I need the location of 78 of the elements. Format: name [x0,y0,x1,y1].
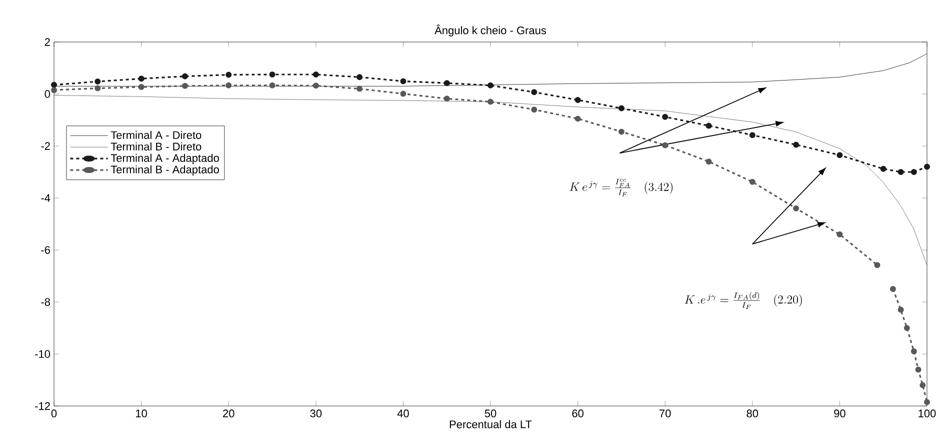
legend-label: Terminal B - Adaptado [110,165,219,176]
point [444,80,450,86]
point [662,114,668,120]
point [749,178,756,185]
point [312,82,319,89]
point [898,306,904,313]
x-tick-label: 90 [834,410,846,418]
point [910,168,917,175]
y-tick-label: -10 [35,350,50,358]
point [356,74,363,80]
point [51,82,58,88]
point [574,116,581,122]
point [874,262,880,268]
point [400,90,406,97]
point [898,168,904,175]
y-tick-label: -8 [41,298,50,306]
point [706,122,712,129]
point [574,96,581,103]
point [488,82,494,88]
point [915,366,922,373]
point [880,166,886,172]
point [910,348,917,354]
x-tick-label: 60 [572,410,584,418]
point [890,286,896,292]
point [793,205,800,212]
point [182,82,188,89]
x-axis-title: Percentual da LT [450,420,532,428]
point [51,87,58,94]
point [94,78,101,85]
point [269,82,276,88]
point [924,399,930,406]
point [920,382,926,388]
point [488,98,494,105]
y-tick-label: -6 [41,246,50,254]
x-tick-label: 100 [918,410,936,418]
point [706,158,712,165]
annotation: $K\,e^{\,j\gamma} = \frac{I_{FA}^{cc}}{I_F}\quad (3.42)$ [570,178,673,196]
x-tick-label: 80 [746,410,758,418]
y-tick-label: -12 [35,402,50,410]
point [749,132,756,138]
x-tick-label: 20 [223,410,234,418]
y-tick-label: -2 [41,142,50,150]
point [618,105,624,112]
point [531,106,538,113]
point [836,152,843,158]
line-series [54,95,927,266]
y-tick-label: 2 [44,38,50,46]
legend-label: Terminal A - Direto [110,130,202,139]
point [662,142,668,148]
legend-label: Terminal B - Direto [110,142,202,150]
point [138,84,144,90]
x-tick-label: 50 [484,410,496,418]
point [356,86,363,92]
legend-label: Terminal A - Adaptado [110,154,219,164]
y-tick-label: -4 [41,194,50,202]
point [904,324,910,331]
point [924,164,930,170]
x-tick-label: 70 [660,410,671,418]
point [312,71,319,78]
chart-title: Ângulo k cheio - Graus [434,24,546,36]
point [793,142,800,148]
x-tick-label: 10 [136,410,147,418]
y-tick-label: 0 [44,90,50,98]
point [138,76,144,82]
annotation: $K\,.e^{\,j\gamma} = \frac{I_{FA}(d)}{I_F}\quad (2.20)$ [684,292,802,309]
point [531,89,538,96]
point [226,82,232,88]
point [226,72,232,78]
point [836,231,843,238]
point [444,96,450,102]
x-tick-label: 30 [310,410,322,418]
point [182,73,188,80]
point [400,78,406,84]
x-tick-label: 40 [397,410,409,418]
point [94,85,101,92]
x-tick-label: 0 [51,410,57,418]
point [618,128,624,135]
point [269,71,276,78]
